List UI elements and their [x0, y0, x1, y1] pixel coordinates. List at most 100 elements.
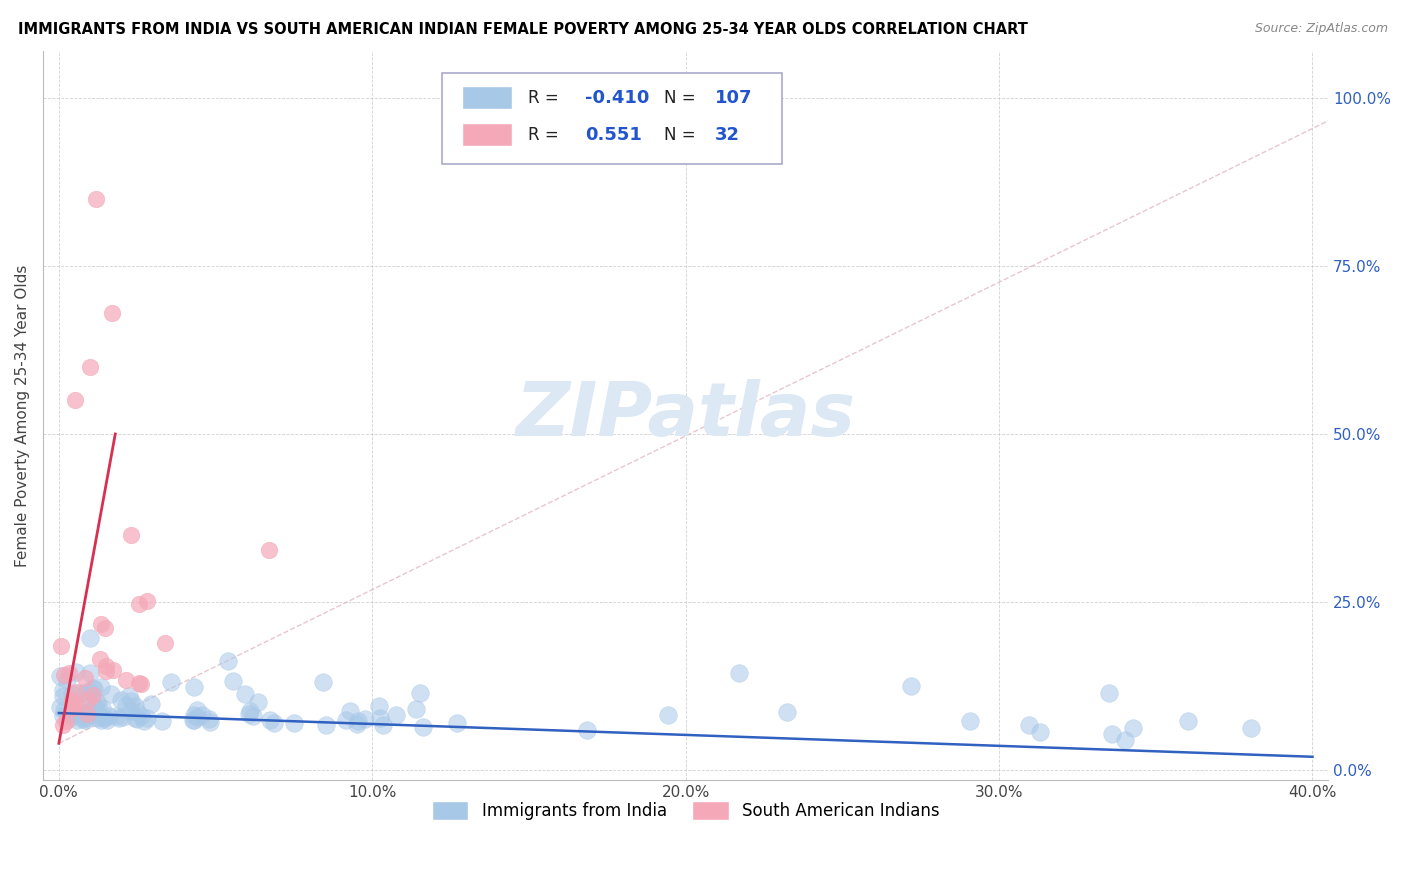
Point	[128, 676, 150, 690]
Point	[65, 684, 87, 698]
Point	[233, 687, 256, 701]
Point	[80, 704, 103, 718]
Point	[73, 671, 96, 685]
Point	[86, 695, 108, 709]
Point	[77, 704, 100, 718]
Text: 107: 107	[716, 89, 752, 107]
Point	[82, 688, 104, 702]
Point	[79, 359, 101, 374]
Point	[127, 705, 149, 719]
Point	[368, 698, 391, 713]
Point	[1018, 718, 1040, 732]
Point	[575, 723, 598, 737]
Point	[91, 700, 114, 714]
Point	[727, 666, 749, 681]
Point	[52, 708, 75, 723]
Point	[79, 631, 101, 645]
Point	[120, 528, 142, 542]
Point	[259, 713, 281, 727]
Point	[96, 713, 118, 727]
Point	[108, 711, 131, 725]
Point	[198, 715, 221, 730]
Point	[83, 701, 105, 715]
Point	[312, 675, 335, 690]
Point	[73, 710, 96, 724]
Point	[58, 665, 80, 680]
Point	[353, 712, 375, 726]
Point	[446, 715, 468, 730]
Point	[60, 688, 83, 702]
Point	[59, 706, 82, 721]
Point	[56, 673, 79, 687]
Point	[128, 597, 150, 611]
Point	[1177, 714, 1199, 728]
Point	[259, 543, 281, 558]
Point	[181, 713, 204, 727]
Point	[315, 718, 337, 732]
Point	[110, 692, 132, 706]
Point	[94, 620, 117, 634]
Point	[73, 713, 96, 727]
FancyBboxPatch shape	[464, 124, 512, 145]
Point	[72, 712, 94, 726]
Point	[347, 714, 370, 728]
Point	[115, 698, 138, 713]
Point	[408, 686, 430, 700]
Point	[75, 711, 97, 725]
Point	[75, 685, 97, 699]
Point	[191, 708, 214, 723]
Point	[405, 701, 427, 715]
Point	[115, 673, 138, 687]
Point	[53, 668, 76, 682]
Point	[346, 717, 368, 731]
Point	[385, 708, 408, 723]
Y-axis label: Female Poverty Among 25-34 Year Olds: Female Poverty Among 25-34 Year Olds	[15, 264, 30, 566]
Point	[90, 616, 112, 631]
Point	[63, 697, 86, 711]
Point	[62, 707, 84, 722]
Point	[1101, 727, 1123, 741]
Point	[69, 685, 91, 699]
Point	[246, 695, 269, 709]
Point	[97, 708, 120, 723]
Point	[60, 693, 83, 707]
Point	[339, 704, 361, 718]
Point	[657, 707, 679, 722]
Point	[53, 702, 76, 716]
Point	[127, 712, 149, 726]
Point	[60, 700, 83, 714]
Point	[52, 689, 75, 703]
Point	[136, 711, 159, 725]
Legend: Immigrants from India, South American Indians: Immigrants from India, South American In…	[425, 794, 946, 827]
Point	[335, 713, 357, 727]
Point	[1098, 686, 1121, 700]
Point	[131, 709, 153, 723]
Point	[49, 700, 72, 714]
Point	[79, 665, 101, 680]
Point	[84, 700, 107, 714]
Text: R =: R =	[527, 126, 558, 144]
Point	[111, 710, 134, 724]
Point	[82, 681, 104, 695]
Point	[222, 674, 245, 689]
Point	[77, 692, 100, 706]
Point	[136, 594, 159, 608]
Point	[93, 711, 115, 725]
Point	[371, 718, 394, 732]
Text: IMMIGRANTS FROM INDIA VS SOUTH AMERICAN INDIAN FEMALE POVERTY AMONG 25-34 YEAR O: IMMIGRANTS FROM INDIA VS SOUTH AMERICAN …	[18, 22, 1028, 37]
Point	[186, 703, 208, 717]
Point	[94, 664, 117, 678]
Point	[83, 682, 105, 697]
Point	[160, 674, 183, 689]
Point	[55, 714, 77, 729]
Point	[1114, 733, 1136, 747]
Point	[900, 679, 922, 693]
Point	[776, 706, 799, 720]
Point	[66, 713, 89, 727]
Point	[52, 718, 75, 732]
Point	[49, 640, 72, 654]
Point	[238, 706, 260, 721]
Point	[77, 683, 100, 698]
Point	[183, 681, 205, 695]
Point	[104, 709, 127, 723]
